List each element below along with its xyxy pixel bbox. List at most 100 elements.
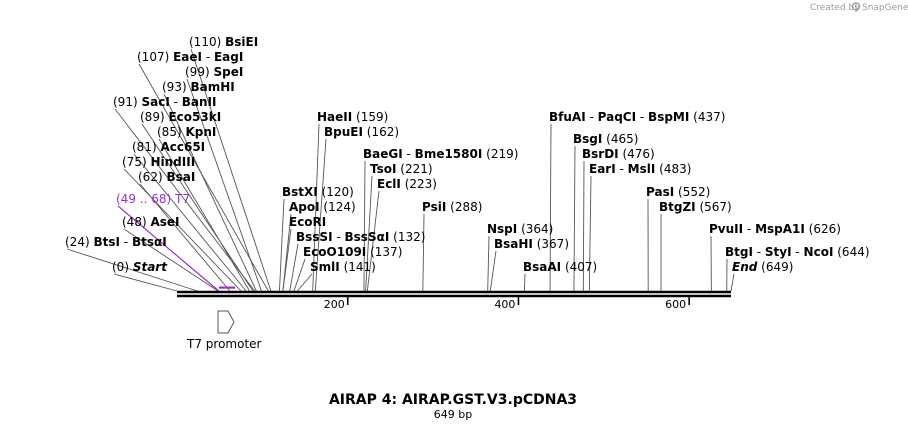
site-position: (137) [370, 245, 402, 259]
enzyme-name: HindIII [150, 155, 195, 169]
site-position: (132) [393, 230, 425, 244]
cut-site-line-eco53ki [141, 123, 254, 292]
cut-site-line-bsgi [573, 145, 576, 292]
brand-text: SnapGene [862, 3, 908, 13]
cut-site-line-psti [422, 213, 425, 292]
enzyme-name: BsaAI [523, 260, 561, 274]
site-position: (162) [367, 125, 399, 139]
site-position: (626) [809, 222, 841, 236]
site-label-pvuii: PvuII - MspA1I (626) [709, 222, 841, 236]
site-position: (91) [113, 95, 138, 109]
site-label-eari: EarI - MslI (483) [589, 162, 691, 176]
enzyme-name: End [732, 260, 758, 274]
enzyme-separator: - [616, 162, 628, 176]
cut-site-line-t7 [117, 205, 220, 292]
enzyme-name: Bme1580I [415, 147, 483, 161]
enzyme-name: PaqCI [598, 110, 636, 124]
cut-site-line-eco0109i [293, 258, 306, 292]
enzyme-name: KpnI [185, 125, 216, 139]
enzyme-name: BstXI [282, 185, 318, 199]
enzyme-name: SacI [141, 95, 169, 109]
site-position: (93) [162, 80, 187, 94]
enzyme-name: Acc65I [160, 140, 205, 154]
site-label-bsrdi: BsrDI (476) [582, 147, 655, 161]
enzyme-name: MslI [628, 162, 656, 176]
enzyme-separator: - [792, 245, 804, 259]
enzyme-name: BssSαI [345, 230, 390, 244]
cut-site-line-bsahi [489, 250, 497, 292]
enzyme-name: SpeI [213, 65, 243, 79]
cut-site-line-asei [123, 228, 219, 292]
enzyme-separator: - [753, 245, 765, 259]
site-label-apoi: ApoI (124) [289, 200, 356, 214]
cut-site-line-bamhi [163, 93, 257, 292]
site-label-eaei: (107) EaeI - EagI [137, 50, 243, 64]
cut-site-line-kpni [158, 138, 250, 292]
site-position: (107) [137, 50, 169, 64]
site-label-psti: PsiI (288) [422, 200, 482, 214]
enzyme-name: HaeII [317, 110, 352, 124]
enzyme-name: EagI [214, 50, 243, 64]
enzyme-separator: - [202, 50, 214, 64]
scale-tick-label: 400 [494, 298, 515, 311]
site-label-bsgi: BsgI (465) [573, 132, 638, 146]
enzyme-name: BamHI [190, 80, 234, 94]
site-label-t7: (49 .. 68) T7 [116, 192, 190, 206]
site-label-bsssi: BssSI - BssSαI (132) [296, 230, 425, 244]
cut-site-lines [66, 48, 735, 292]
site-label-bpuei: BpuEI (162) [324, 125, 399, 139]
t7-feature-bar [218, 286, 236, 289]
cut-site-line-haeii [312, 123, 320, 292]
enzyme-name: AseI [150, 215, 179, 229]
site-position: (223) [405, 177, 437, 191]
enzyme-name: PvuII [709, 222, 743, 236]
credit-text: Created by [810, 3, 860, 13]
site-label-tsoi: TsoI (221) [370, 162, 433, 176]
site-position: (649) [761, 260, 793, 274]
site-position: (644) [837, 245, 869, 259]
enzyme-name: BsaHI [494, 237, 533, 251]
site-label-nspi: NspI (364) [487, 222, 553, 236]
enzyme-separator: - [636, 110, 648, 124]
enzyme-name: BspMI [648, 110, 689, 124]
t7-promoter-label: T7 promoter [186, 337, 262, 351]
site-position: (364) [521, 222, 553, 236]
cut-site-line-bsssi [289, 243, 299, 292]
scale-tick-label: 200 [324, 298, 345, 311]
site-position: (219) [486, 147, 518, 161]
site-label-start: (0) Start [112, 260, 168, 274]
site-position: (567) [699, 200, 731, 214]
enzyme-name: BanII [182, 95, 217, 109]
site-position: (124) [323, 200, 355, 214]
enzyme-name: BsgI [573, 132, 602, 146]
site-label-saci: (91) SacI - BanII [113, 95, 216, 109]
enzyme-separator: - [170, 95, 182, 109]
enzyme-name: EcoRI [289, 215, 326, 229]
cut-site-line-bsrdi [582, 160, 585, 292]
cut-site-line-bstxi [278, 198, 285, 292]
site-position: (110) [189, 35, 221, 49]
site-position: (552) [678, 185, 710, 199]
cut-site-line-hindiii [123, 168, 242, 292]
site-label-eco53ki: (89) Eco53kI [140, 110, 221, 124]
site-position: (288) [450, 200, 482, 214]
cut-site-line-ecori [282, 228, 292, 292]
enzyme-separator: - [586, 110, 598, 124]
site-label-btgzi: BtgZI (567) [659, 200, 732, 214]
site-position: (437) [693, 110, 725, 124]
scale-ticks: 200 400 600 [324, 297, 690, 311]
site-position: (465) [606, 132, 638, 146]
cut-site-line-end [730, 273, 735, 292]
site-label-btgi: BtgI - StyI - NcoI (644) [725, 245, 870, 259]
site-label-baegi: BaeGI - Bme1580I (219) [363, 147, 518, 161]
t7-promoter-arrow [217, 310, 235, 334]
enzyme-name: T7 [174, 192, 190, 206]
site-label-bsahi: BsaHI (367) [494, 237, 569, 251]
cut-site-line-saci [114, 108, 256, 292]
site-position: (367) [537, 237, 569, 251]
feature-t7-promoter: T7 promoter [186, 286, 262, 351]
site-label-bamhi: (93) BamHI [162, 80, 235, 94]
enzyme-name: BsaI [166, 170, 195, 184]
site-label-spei: (99) SpeI [185, 65, 243, 79]
